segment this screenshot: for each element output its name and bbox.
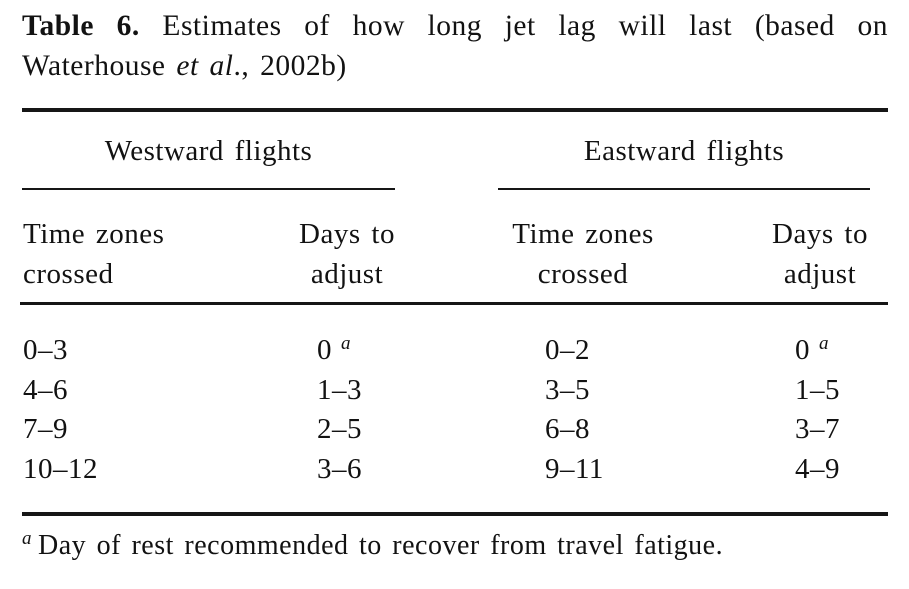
cell-days-east: 4–9 bbox=[795, 449, 849, 493]
column-header-line: Days to bbox=[772, 218, 868, 250]
cell-days-west: 2–5 bbox=[317, 409, 371, 453]
group-header-eastward: Eastward flights bbox=[583, 135, 785, 167]
cell-timezones-west: 7–9 bbox=[23, 413, 68, 445]
cell-value: 4–9 bbox=[795, 453, 840, 485]
caption-text: Estimates of how long jet lag will last … bbox=[162, 10, 888, 42]
table-caption: Table 6. Estimates of how long jet lag w… bbox=[22, 6, 888, 86]
cell-timezones-west: 4–6 bbox=[23, 374, 68, 406]
cell-timezones-west: 10–12 bbox=[23, 453, 98, 485]
cell-timezones-east: 6–8 bbox=[545, 413, 590, 445]
footnote-text: Day of rest recommended to recover from … bbox=[38, 530, 724, 561]
caption-citation-author: Waterhouse bbox=[22, 50, 166, 82]
cell-value: 0 bbox=[317, 334, 332, 366]
footnote-marker-superscript: a bbox=[341, 333, 351, 354]
column-header-line: crossed bbox=[23, 258, 114, 290]
cell-days-west: 3–6 bbox=[317, 449, 371, 493]
table-row: 7–9 2–5 6–8 3–7 bbox=[0, 409, 909, 449]
table-bottom-rule bbox=[22, 512, 888, 516]
footnote-marker-superscript: a bbox=[819, 333, 829, 354]
column-header-days-east: Days to adjust bbox=[740, 214, 900, 294]
table-top-rule bbox=[22, 108, 888, 112]
caption-line-1: Table 6. Estimates of how long jet lag w… bbox=[22, 6, 888, 46]
column-header-days-west: Days to adjust bbox=[267, 214, 427, 294]
cell-value: 2–5 bbox=[317, 413, 362, 445]
table-row: 10–12 3–6 9–11 4–9 bbox=[0, 449, 909, 489]
column-header-line: crossed bbox=[537, 258, 629, 290]
cell-value: 1–5 bbox=[795, 374, 840, 406]
caption-et-al: et al bbox=[176, 50, 234, 82]
cell-timezones-east: 9–11 bbox=[545, 453, 604, 485]
cell-value: 0 bbox=[795, 334, 810, 366]
caption-citation-year: ., 2002b) bbox=[233, 50, 347, 82]
cell-days-east: 1–5 bbox=[795, 370, 849, 414]
footnote-marker: a bbox=[22, 528, 32, 549]
column-header-line: Time zones bbox=[23, 218, 165, 250]
table-row: 4–6 1–3 3–5 1–5 bbox=[0, 370, 909, 410]
table-number-label: Table 6. bbox=[22, 10, 140, 42]
cell-timezones-west: 0–3 bbox=[23, 334, 68, 366]
header-separator-rule bbox=[20, 302, 888, 305]
westward-group-rule bbox=[22, 188, 395, 190]
group-header-westward: Westward flights bbox=[104, 135, 313, 167]
table-footnote: a Day of rest recommended to recover from… bbox=[22, 527, 888, 568]
cell-days-east: 3–7 bbox=[795, 409, 849, 453]
caption-line-2: Waterhouse et al., 2002b) bbox=[22, 46, 888, 86]
column-header-line: Days to bbox=[299, 218, 395, 250]
eastward-group-rule bbox=[498, 188, 870, 190]
cell-value: 3–6 bbox=[317, 453, 362, 485]
column-header-timezones-west: Time zones crossed bbox=[23, 214, 253, 294]
cell-timezones-east: 0–2 bbox=[545, 334, 590, 366]
cell-value: 3–7 bbox=[795, 413, 840, 445]
column-header-line: adjust bbox=[783, 258, 857, 290]
cell-days-west: 1–3 bbox=[317, 370, 371, 414]
cell-value: 1–3 bbox=[317, 374, 362, 406]
column-header-timezones-east: Time zones crossed bbox=[503, 214, 663, 294]
column-header-line: Time zones bbox=[512, 218, 654, 250]
cell-timezones-east: 3–5 bbox=[545, 374, 590, 406]
column-header-line: adjust bbox=[310, 258, 384, 290]
